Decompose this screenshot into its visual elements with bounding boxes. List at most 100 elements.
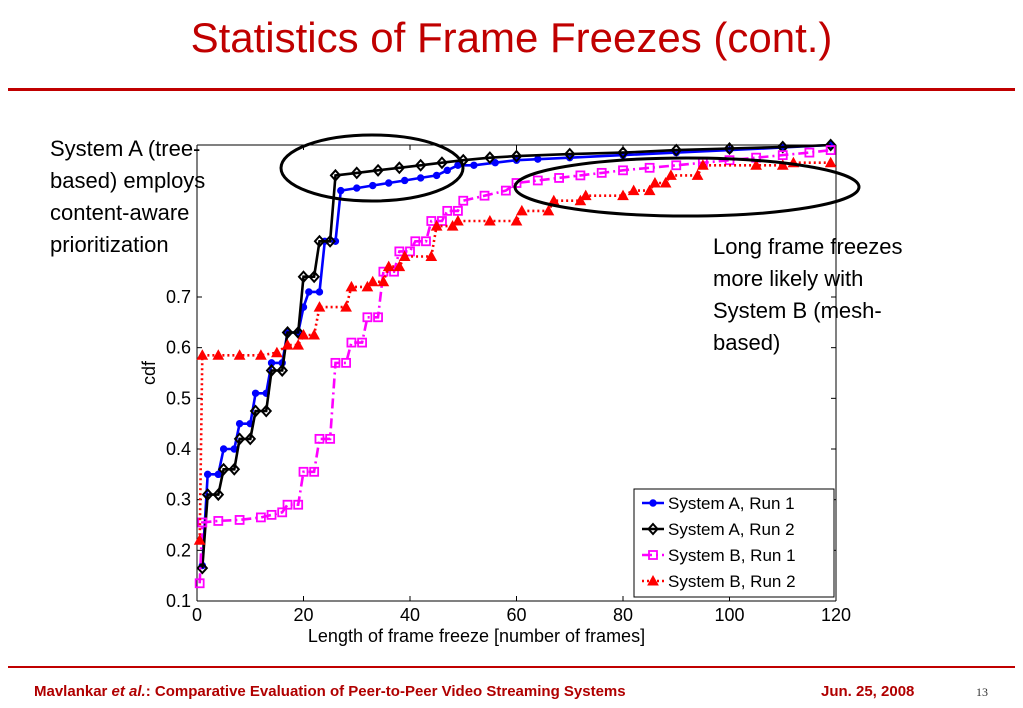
- x-axis-label: Length of frame freeze [number of frames…: [308, 626, 645, 646]
- series-3-point: [575, 170, 586, 181]
- series-2-point: [393, 161, 406, 175]
- x-tick-label: 80: [613, 605, 633, 625]
- highlight-ellipse-system-b: [513, 156, 861, 218]
- series-3-point: [777, 150, 788, 161]
- series-3-point: [255, 512, 266, 523]
- y-tick-label: 0.1: [166, 591, 191, 611]
- series-3-point: [362, 312, 373, 323]
- series-1-point: [443, 166, 451, 175]
- series-4-point: [212, 349, 225, 360]
- series-1-point: [416, 174, 425, 182]
- series-4-point: [446, 220, 459, 231]
- series-3-point: [314, 433, 325, 444]
- callout-a-line: System A (tree-: [50, 136, 201, 161]
- series-3-point: [341, 357, 352, 368]
- x-tick-label: 20: [293, 605, 313, 625]
- series-4-point: [824, 156, 837, 168]
- series-2-point: [228, 462, 241, 476]
- series-2-point: [484, 151, 496, 165]
- series-3-point: [596, 167, 607, 178]
- series-3-point: [394, 246, 405, 257]
- series-4-point: [377, 275, 390, 287]
- series-1-point: [385, 179, 393, 187]
- series-2-point: [276, 363, 289, 377]
- series-3-point: [357, 337, 367, 348]
- series-4-point: [627, 184, 640, 196]
- series-3-point: [330, 357, 341, 368]
- series-4-point: [281, 339, 294, 350]
- series-4-point: [292, 339, 305, 350]
- series-2-point: [201, 488, 214, 502]
- series-4-point: [542, 204, 555, 216]
- series-3-point: [554, 173, 564, 183]
- callout-b-line: more likely with: [713, 266, 864, 291]
- footer-divider: [8, 666, 1015, 668]
- y-tick-label: 0.5: [166, 388, 191, 408]
- series-3-point: [277, 507, 288, 518]
- series-3-point: [266, 509, 277, 520]
- series-1-point: [432, 171, 441, 180]
- series-3-point: [410, 236, 421, 247]
- series-4-point: [271, 346, 283, 358]
- series-1-point: [235, 419, 244, 428]
- series-4-point: [366, 275, 379, 287]
- series-3-point: [309, 466, 320, 477]
- series-1-point: [534, 155, 542, 163]
- legend-marker-2: [647, 522, 659, 536]
- series-4-point: [382, 260, 395, 272]
- series-4-point: [776, 159, 789, 170]
- legend-marker-1: [649, 499, 657, 507]
- legend-label-4: System B, Run 2: [668, 572, 796, 591]
- highlight-ellipse-system-a: [279, 133, 465, 203]
- footer-date: Jun. 25, 2008: [821, 683, 915, 700]
- series-4-point: [484, 214, 496, 226]
- series-2-point: [297, 270, 310, 284]
- legend-box: [633, 488, 835, 598]
- series-3-point: [298, 466, 309, 477]
- series-1-point: [251, 389, 260, 397]
- series-2-point: [372, 163, 384, 177]
- series-2-point: [249, 404, 262, 418]
- series-2-point: [324, 234, 336, 248]
- series-3-point: [453, 205, 463, 216]
- series-3-point: [194, 578, 205, 589]
- series-3-point: [644, 162, 655, 173]
- series-4-point: [345, 280, 358, 292]
- series-3-point: [405, 246, 415, 257]
- callout-system-b: Long frame freezes more likely with Syst…: [713, 231, 903, 359]
- series-4-point: [255, 349, 267, 360]
- series-2-point: [292, 325, 305, 339]
- series-2-point: [670, 143, 683, 157]
- legend-marker-4: [647, 574, 659, 586]
- series-4-point: [233, 349, 246, 360]
- series-3-point: [825, 145, 836, 155]
- series-3-point: [458, 195, 469, 206]
- series-4-point: [649, 176, 661, 188]
- series-1-point: [353, 184, 361, 192]
- x-tick-label: 100: [714, 605, 744, 625]
- series-1-point: [305, 288, 313, 296]
- series-4-point: [691, 169, 704, 180]
- series-3-point: [671, 160, 682, 171]
- x-tick-label: 0: [192, 605, 202, 625]
- series-3-point: [442, 205, 453, 216]
- series-4-point: [393, 260, 406, 272]
- footer-author: Mavlankar: [34, 683, 112, 700]
- series-3-point: [197, 517, 208, 528]
- series-4-point: [313, 301, 326, 312]
- slide-title: Statistics of Frame Freezes (cont.): [190, 14, 833, 61]
- series-3-point: [804, 147, 815, 158]
- series-3-point: [479, 190, 490, 201]
- series-4-point: [425, 250, 438, 261]
- y-tick-label: 0.2: [166, 540, 191, 560]
- series-2-point: [260, 404, 273, 418]
- series-2-point: [414, 158, 427, 172]
- footer-citation: Mavlankar et al.: Comparative Evaluation…: [34, 683, 626, 700]
- series-4-point: [340, 301, 352, 312]
- series-4-point: [510, 214, 523, 226]
- series-2-point: [313, 234, 326, 248]
- series-2-point: [510, 149, 523, 163]
- legend-label-2: System A, Run 2: [668, 520, 795, 539]
- series-1-point: [400, 176, 409, 185]
- series-1-point: [315, 288, 324, 296]
